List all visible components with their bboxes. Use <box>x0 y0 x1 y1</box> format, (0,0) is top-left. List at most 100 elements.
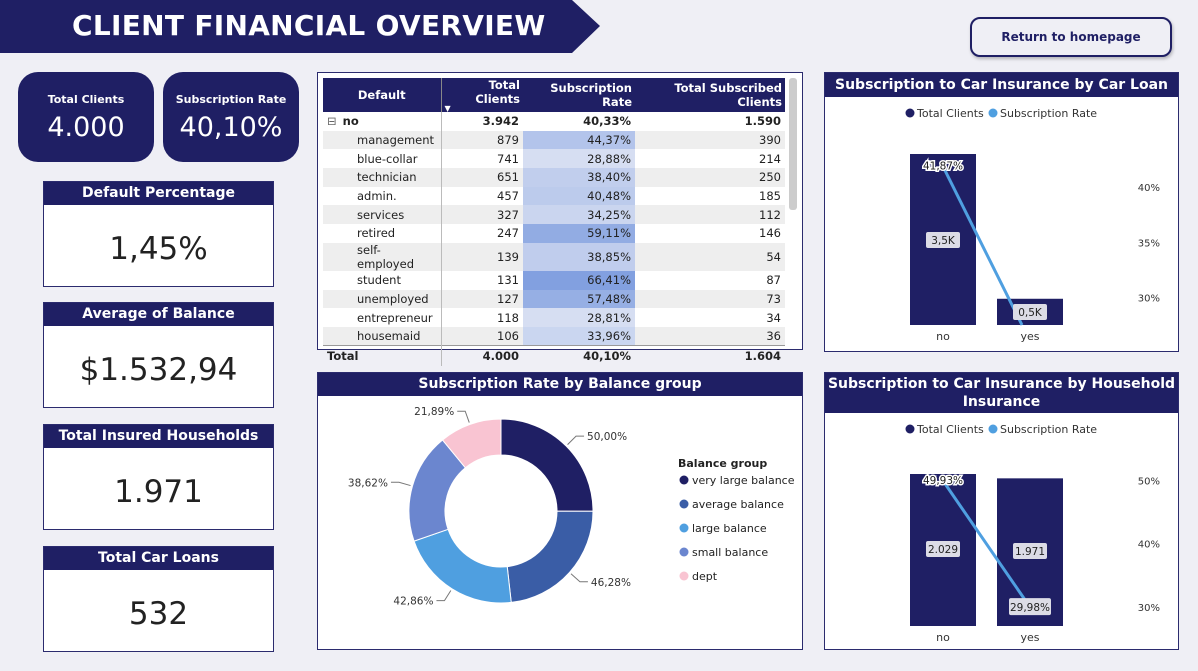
row-total: 131 <box>440 270 523 290</box>
col-header-label: Total Clients <box>475 78 520 106</box>
row-subscribed: 250 <box>635 168 785 187</box>
row-rate: 57,48% <box>523 289 635 309</box>
slice-value-label: 21,89% <box>414 406 454 418</box>
legend-label: Subscription Rate <box>1000 107 1097 120</box>
subscription-rate-line <box>941 165 1024 326</box>
x-tick-label: no <box>936 631 950 644</box>
row-job: housemaid <box>323 326 441 346</box>
total-rate: 40,10% <box>523 345 635 366</box>
y2-tick-label: 40% <box>1138 183 1160 194</box>
header-banner <box>0 0 600 53</box>
collapse-icon[interactable]: ⊟ <box>327 114 337 129</box>
kpi-subscription-rate: Subscription Rate 40,10% <box>163 72 299 162</box>
bar-value-label: 3,5K <box>926 232 960 248</box>
y2-tick-label: 40% <box>1138 540 1160 551</box>
legend-label: large balance <box>692 522 767 535</box>
row-rate: 44,37% <box>523 130 635 150</box>
subscription-rate-line <box>941 479 1032 608</box>
table-row[interactable]: admin. 457 40,48% 185 <box>323 186 785 206</box>
row-rate: 28,88% <box>523 149 635 169</box>
card-title: Total Insured Households <box>44 425 273 448</box>
row-job: unemployed <box>323 289 441 309</box>
bar-value-label: 2.029 <box>926 541 960 557</box>
data-label-box <box>926 541 960 557</box>
data-label: 3,5K <box>931 235 956 247</box>
card-value: $1.532,94 <box>79 352 238 388</box>
row-subscribed: 36 <box>635 326 785 346</box>
table-row[interactable]: self-employed 139 38,85% 54 <box>323 242 785 271</box>
table-row[interactable]: retired 247 59,11% 146 <box>323 224 785 243</box>
row-rate: 33,96% <box>523 326 635 346</box>
card-title: Total Car Loans <box>44 547 273 570</box>
matrix-table: Default Total Clients ▼ Subscription Rat… <box>323 78 785 366</box>
row-total: 327 <box>440 205 523 225</box>
data-label-box <box>1013 304 1047 320</box>
chart-title: Subscription to Car Insurance by Car Loa… <box>825 73 1178 97</box>
group-total: 3.942 <box>440 112 523 131</box>
group-subscribed: 1.590 <box>744 114 781 129</box>
table-row[interactable]: technician 651 38,40% 250 <box>323 168 785 187</box>
x-tick-label: yes <box>1020 330 1039 343</box>
table-scrollbar[interactable] <box>789 78 797 210</box>
y2-tick-label: 50% <box>1138 476 1160 487</box>
table-row[interactable]: unemployed 127 57,48% 73 <box>323 289 785 309</box>
sort-desc-icon: ▼ <box>444 104 451 113</box>
kpi-value: 40,10% <box>179 112 283 143</box>
chart-title: Subscription Rate by Balance group <box>318 373 802 396</box>
chart-car-loan: Total Clients Subscription Rate no yes 40% 35… <box>905 107 1160 343</box>
col-header-default[interactable]: Default <box>323 78 441 112</box>
kpi-value: 4.000 <box>47 112 125 143</box>
col-header-total-clients[interactable]: Total Clients ▼ <box>440 78 523 113</box>
job-subscription-table[interactable]: Default Total Clients ▼ Subscription Rat… <box>317 72 803 366</box>
row-subscribed: 112 <box>635 205 785 225</box>
data-label-box <box>1009 598 1051 616</box>
table-row[interactable]: housemaid 106 33,96% 36 <box>323 326 785 346</box>
slice-value-label: 50,00% <box>587 431 627 443</box>
legend-dot-total-clients <box>905 108 915 118</box>
group-row-no[interactable]: ⊟ no 3.942 40,33% 1.590 <box>323 112 785 131</box>
x-tick-label: no <box>936 330 950 343</box>
return-home-button[interactable]: Return to homepage <box>970 17 1172 57</box>
chart-legend: Total Clients Subscription Rate <box>905 107 1097 120</box>
table-row[interactable]: management 879 44,37% 390 <box>323 130 785 150</box>
legend-label: very large balance <box>692 474 795 487</box>
group-label: no <box>342 114 359 129</box>
row-job: blue-collar <box>357 151 418 166</box>
slice-value-label: 42,86% <box>393 596 433 608</box>
legend-label: Subscription Rate <box>1000 423 1097 436</box>
row-total: 106 <box>440 326 523 346</box>
leader-line <box>436 590 452 602</box>
slice-value-label: 38,62% <box>348 477 388 489</box>
table-row[interactable]: student 131 66,41% 87 <box>323 270 785 290</box>
chart-car-loan-panel: Subscription to Car Insurance by Car Loa… <box>824 72 1179 352</box>
total-subscribed: 1.604 <box>635 345 785 366</box>
line-value-label: 29,98% <box>1009 598 1051 616</box>
data-label: 0,5K <box>1018 307 1043 319</box>
row-rate: 59,11% <box>523 224 635 243</box>
table-row[interactable]: blue-collar 741 28,88% 214 <box>323 149 785 169</box>
table-row[interactable]: services 327 34,25% 112 <box>323 205 785 225</box>
col-header-subscription-rate[interactable]: Subscription Rate <box>523 78 635 112</box>
legend-dot <box>679 571 689 581</box>
row-subscribed: 146 <box>759 226 781 241</box>
row-subscribed: 73 <box>635 289 785 309</box>
group-rate: 40,33% <box>583 114 631 129</box>
data-label: 1.971 <box>1015 546 1045 558</box>
legend-dot <box>679 547 689 557</box>
donut-legend: Balance group very large balance average b… <box>678 457 795 583</box>
total-clients: 4.000 <box>440 345 523 366</box>
row-rate: 28,81% <box>523 308 635 327</box>
donut-slice-2 <box>413 528 512 604</box>
row-rate: 38,85% <box>523 242 635 271</box>
col-header-subscribed-clients[interactable]: Total Subscribed Clients <box>635 78 785 112</box>
legend-label: average balance <box>692 498 784 511</box>
leader-line <box>457 410 470 423</box>
slice-value-label: 46,28% <box>591 577 631 589</box>
legend-label: small balance <box>692 546 768 559</box>
line-value-label: 49,93% <box>923 475 963 487</box>
card-average-balance: Average of Balance $1.532,94 <box>43 302 274 408</box>
card-value: 1,45% <box>109 231 208 267</box>
legend-dot-total-clients <box>905 424 915 434</box>
y2-tick-label: 35% <box>1138 238 1160 249</box>
table-row[interactable]: entrepreneur 118 28,81% 34 <box>323 308 785 327</box>
